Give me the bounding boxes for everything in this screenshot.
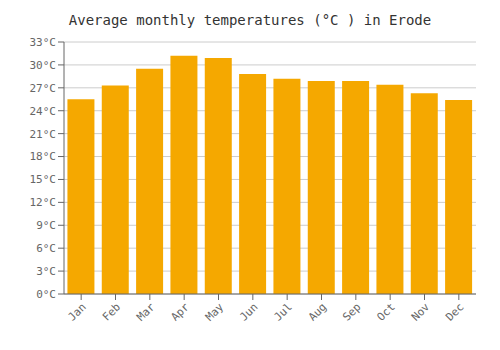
svg-text:3°C: 3°C bbox=[36, 265, 56, 278]
svg-text:9°C: 9°C bbox=[36, 219, 56, 232]
html-text:Average monthly temperatures (: Average monthly temperatures (°C ) in Er… bbox=[68, 12, 432, 28]
svg-text:Jan: Jan bbox=[66, 300, 89, 323]
svg-text:May: May bbox=[203, 300, 227, 324]
svg-text:27°C: 27°C bbox=[30, 82, 57, 95]
svg-text:Apr: Apr bbox=[169, 300, 193, 324]
svg-text:33°C: 33°C bbox=[30, 36, 57, 49]
svg-text:12°C: 12°C bbox=[30, 196, 57, 209]
svg-text:Nov: Nov bbox=[409, 300, 433, 324]
svg-text:Aug: Aug bbox=[306, 300, 329, 323]
svg-text:Mar: Mar bbox=[134, 300, 158, 324]
svg-text:Sep: Sep bbox=[340, 300, 363, 323]
svg-text:0°C: 0°C bbox=[36, 288, 56, 301]
svg-text:Dec: Dec bbox=[443, 300, 466, 323]
svg-text:15°C: 15°C bbox=[30, 173, 57, 186]
svg-text:24°C: 24°C bbox=[30, 105, 57, 118]
svg-text:6°C: 6°C bbox=[36, 242, 56, 255]
svg-text:Feb: Feb bbox=[100, 300, 123, 323]
svg-text:Jun: Jun bbox=[237, 300, 260, 323]
svg-text:Oct: Oct bbox=[375, 300, 398, 323]
svg-text:30°C: 30°C bbox=[30, 59, 57, 72]
svg-text:18°C: 18°C bbox=[30, 150, 57, 163]
svg-text:Jul: Jul bbox=[272, 300, 295, 323]
svg-text:21°C: 21°C bbox=[30, 128, 57, 141]
